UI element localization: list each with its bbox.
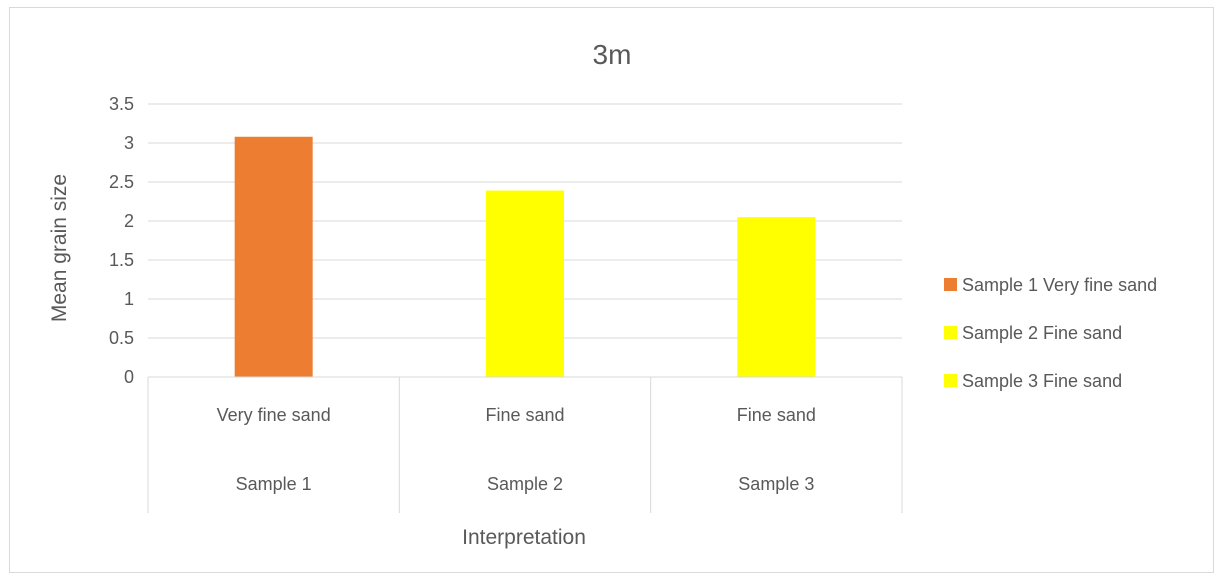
y-tick-label: 1 bbox=[124, 289, 134, 309]
bar-layer bbox=[234, 136, 816, 377]
y-tick-label: 3.5 bbox=[109, 94, 134, 114]
x-category-label: Fine sand bbox=[485, 405, 564, 425]
x-category-label: Very fine sand bbox=[217, 405, 331, 425]
y-tick-label: 2.5 bbox=[109, 172, 134, 192]
x-group-label: Sample 1 bbox=[236, 474, 312, 494]
y-tick-label: 2 bbox=[124, 211, 134, 231]
bar-1 bbox=[234, 136, 313, 377]
chart-svg: 0 0.5 1 1.5 2 2.5 3 3.5 Very fine sand Sample 1 Fi… bbox=[48, 39, 1157, 549]
legend-label-3: Sample 3 Fine sand bbox=[962, 371, 1122, 391]
legend-swatch-1 bbox=[944, 278, 957, 291]
axis-layer: 0 0.5 1 1.5 2 2.5 3 3.5 Very fine sand Sample 1 Fi… bbox=[109, 94, 903, 513]
legend-label-2: Sample 2 Fine sand bbox=[962, 323, 1122, 343]
legend: Sample 1 Very fine sand Sample 2 Fine san… bbox=[944, 275, 1157, 391]
y-axis-title: Mean grain size bbox=[48, 174, 71, 322]
chart-frame: 0 0.5 1 1.5 2 2.5 3 3.5 Very fine sand Sample 1 Fi… bbox=[9, 7, 1214, 573]
legend-swatch-2 bbox=[944, 326, 957, 339]
bar-2 bbox=[486, 190, 564, 377]
chart-title: 3m bbox=[593, 39, 632, 70]
legend-swatch-3 bbox=[944, 374, 957, 387]
legend-label-1: Sample 1 Very fine sand bbox=[962, 275, 1157, 295]
y-tick-label: 3 bbox=[124, 133, 134, 153]
y-tick-label: 0.5 bbox=[109, 328, 134, 348]
x-category-label: Fine sand bbox=[737, 405, 816, 425]
x-axis-title: Interpretation bbox=[462, 526, 586, 549]
x-group-label: Sample 2 bbox=[487, 474, 563, 494]
x-group-label: Sample 3 bbox=[738, 474, 814, 494]
y-tick-label: 1.5 bbox=[109, 250, 134, 270]
bar-3 bbox=[737, 217, 816, 377]
y-tick-label: 0 bbox=[124, 367, 134, 387]
